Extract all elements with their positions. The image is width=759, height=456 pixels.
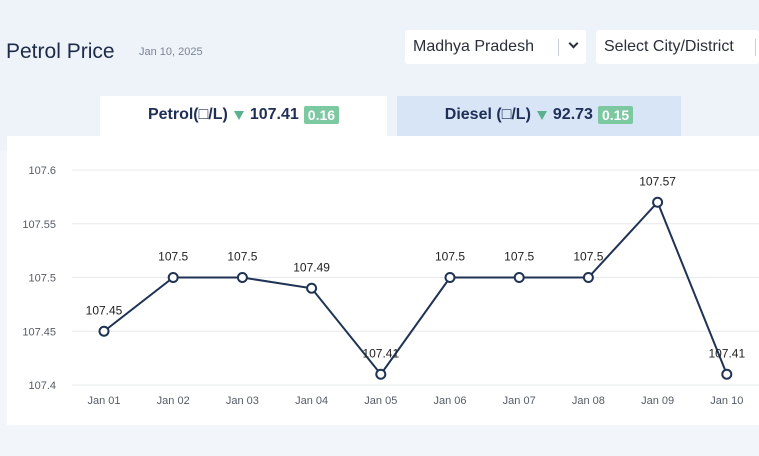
data-point: [444, 272, 456, 283]
x-tick-label: Jan 01: [87, 395, 120, 407]
tab-diesel-change-badge: 0.15: [597, 106, 634, 124]
tab-diesel-price: 92.73: [552, 106, 593, 123]
tab-diesel[interactable]: Diesel (□/L) 92.73 0.15: [397, 96, 681, 136]
x-tick-label: Jan 04: [295, 395, 328, 407]
x-tick-label: Jan 03: [226, 395, 259, 407]
data-point: [306, 282, 318, 294]
price-down-icon: [536, 110, 547, 120]
state-select[interactable]: Madhya Pradesh: [405, 30, 586, 64]
tab-petrol-change-badge: 0.16: [303, 106, 340, 124]
data-point: [98, 325, 110, 337]
price-series-line: [103, 200, 728, 376]
x-tick-label: Jan 05: [364, 395, 397, 407]
y-tick-label: 107.6: [28, 165, 56, 177]
data-point: [167, 272, 179, 283]
page-date: Jan 10, 2025: [139, 46, 203, 58]
price-chart-card: 107.4 107.45 107.5 107.55 107.6 Jan 01 Jan 02 J…: [7, 136, 759, 425]
state-select-value: Madhya Pradesh: [413, 38, 534, 55]
data-label: 107.45: [86, 303, 123, 317]
x-tick-label: Jan 08: [572, 395, 605, 407]
tab-petrol[interactable]: Petrol(□/L) 107.41 0.16: [100, 96, 387, 136]
y-tick-label: 107.5: [28, 273, 56, 285]
page-footer-band: [0, 425, 759, 456]
data-label: 107.41: [362, 346, 399, 360]
city-select[interactable]: Select City/District: [596, 30, 759, 64]
tab-petrol-price: 107.41: [249, 106, 299, 123]
data-point: [582, 272, 594, 283]
x-tick-label: Jan 10: [710, 395, 743, 407]
price-line-chart: 107.4 107.45 107.5 107.55 107.6 Jan 01 Jan 02 J…: [22, 165, 759, 407]
data-label: 107.5: [227, 250, 257, 264]
city-select-placeholder: Select City/District: [604, 38, 734, 55]
data-label: 107.5: [504, 250, 534, 264]
y-tick-label: 107.55: [22, 219, 56, 231]
x-tick-label: Jan 07: [503, 395, 536, 407]
data-label: 107.49: [293, 260, 330, 274]
data-point: [375, 368, 387, 380]
data-label: 107.41: [708, 346, 745, 360]
data-label: 107.5: [573, 250, 603, 264]
y-tick-label: 107.4: [28, 380, 56, 392]
select-divider: [755, 39, 756, 56]
x-tick-label: Jan 02: [157, 395, 190, 407]
x-tick-label: Jan 06: [433, 395, 466, 407]
data-label: 107.57: [639, 174, 676, 188]
data-point: [652, 196, 664, 208]
y-tick-label: 107.45: [22, 326, 56, 338]
chevron-down-icon: [568, 38, 579, 49]
select-divider: [558, 39, 559, 56]
data-point: [513, 272, 525, 283]
data-label: 107.5: [435, 250, 465, 264]
page-title: Petrol Price: [6, 40, 115, 63]
data-point: [721, 368, 733, 380]
price-down-icon: [233, 110, 244, 120]
data-label: 107.5: [158, 250, 188, 264]
x-tick-label: Jan 09: [641, 395, 674, 407]
data-point: [236, 272, 248, 283]
tab-petrol-label: Petrol(□/L): [147, 106, 228, 123]
tab-diesel-label: Diesel (□/L): [444, 106, 531, 123]
